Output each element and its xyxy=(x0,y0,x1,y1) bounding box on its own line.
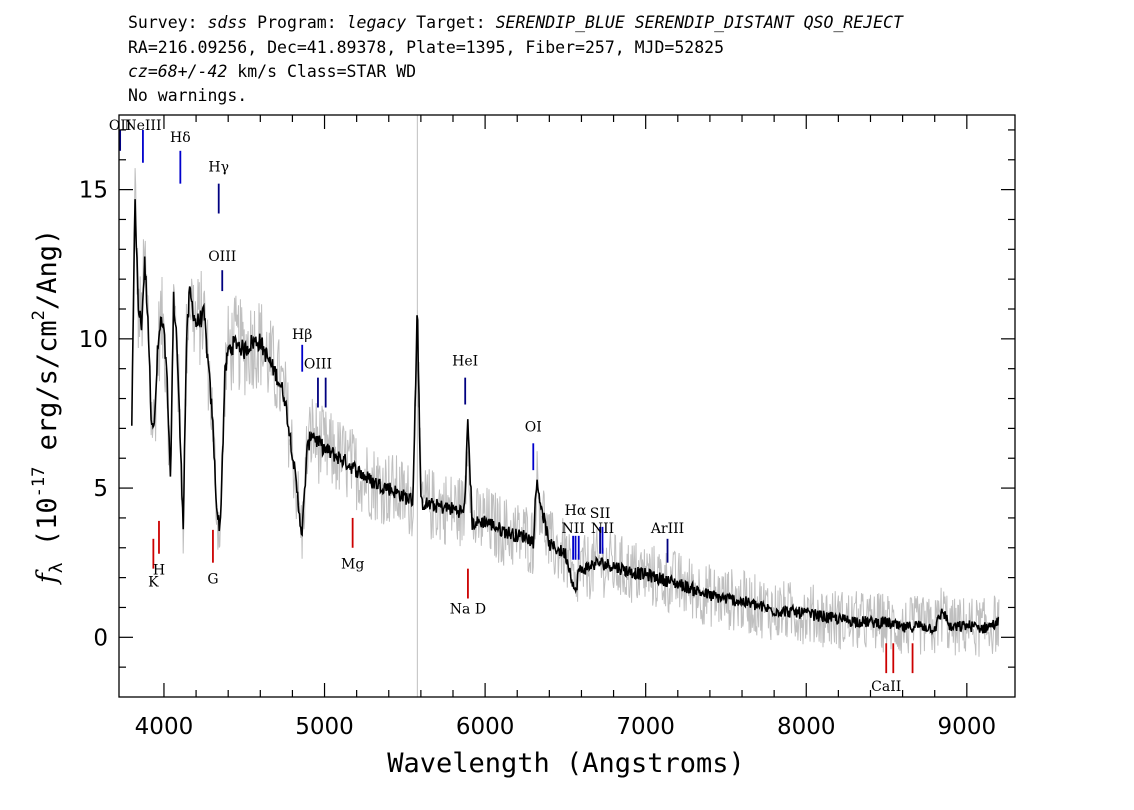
y-tick-label: 5 xyxy=(93,476,108,502)
emission-line-label: HeI xyxy=(452,354,478,370)
y-tick-label: 10 xyxy=(79,327,108,353)
absorption-line-label: CaII xyxy=(871,679,901,695)
emission-line-label: Hα xyxy=(565,503,587,519)
emission-line-label: OI xyxy=(525,419,542,435)
flux-series-layer xyxy=(131,199,1000,636)
emission-line-label: OIII xyxy=(208,249,236,265)
cz-class: km/s Class=STAR WD xyxy=(227,62,417,81)
x-tick-label: 9000 xyxy=(938,714,997,740)
x-axis-label: Wavelength (Angstroms) xyxy=(387,748,745,779)
absorption-line-label: K xyxy=(148,575,159,591)
absorption-line-label: H xyxy=(153,563,165,579)
absorption-line-label: Mg xyxy=(341,557,364,573)
emission-line-label: OIII xyxy=(304,357,332,373)
flux-line xyxy=(131,199,1000,636)
emission-line-label: SII xyxy=(590,506,611,522)
program-label: Program: xyxy=(257,13,337,32)
emission-line-label: Hγ xyxy=(208,160,229,176)
x-tick-label: 5000 xyxy=(295,714,354,740)
x-tick-label: 6000 xyxy=(456,714,515,740)
y-tick-label: 15 xyxy=(79,178,108,204)
emission-line-label: NII xyxy=(561,521,584,537)
header-line-2: RA=216.09256, Dec=41.89378, Plate=1395, … xyxy=(128,38,725,57)
cz-value: cz=68+/-42 xyxy=(128,62,228,81)
header-line-1: Survey: sdss Program: legacy Target: SER… xyxy=(128,12,903,34)
target-label: Target: xyxy=(416,13,486,32)
header-line-3: cz=68+/-42 km/s Class=STAR WD xyxy=(128,61,416,83)
y-axis-label: fλ (10-17 erg/s/cm2/Ang) xyxy=(29,229,67,585)
emission-line-label: ArIII xyxy=(650,521,684,537)
x-tick-label: 7000 xyxy=(616,714,675,740)
emission-line-label: NeIII xyxy=(124,118,161,134)
absorption-line-label: G xyxy=(207,572,218,588)
x-tick-label: 4000 xyxy=(135,714,194,740)
plot-frame xyxy=(118,114,1016,698)
emission-line-label: Hβ xyxy=(292,327,312,343)
x-tick-label: 8000 xyxy=(777,714,836,740)
emission-line-label: Hδ xyxy=(170,130,191,146)
y-tick-label: 0 xyxy=(93,625,108,651)
survey-value: sdss xyxy=(207,13,248,32)
survey-label: Survey: xyxy=(128,13,198,32)
program-value: legacy xyxy=(346,13,407,32)
emission-line-label: NII xyxy=(591,521,614,537)
header-line-4: No warnings. xyxy=(128,86,248,105)
absorption-line-label: Na D xyxy=(450,601,486,617)
noise-band-layer xyxy=(131,168,1000,657)
noise-band xyxy=(131,168,1000,657)
axis-ticks: 4000 5000 6000 7000 8000 9000 0 5 10 15 xyxy=(79,115,1015,740)
target-value: SERENDIP_BLUE SERENDIP_DISTANT QSO_REJEC… xyxy=(495,13,903,32)
